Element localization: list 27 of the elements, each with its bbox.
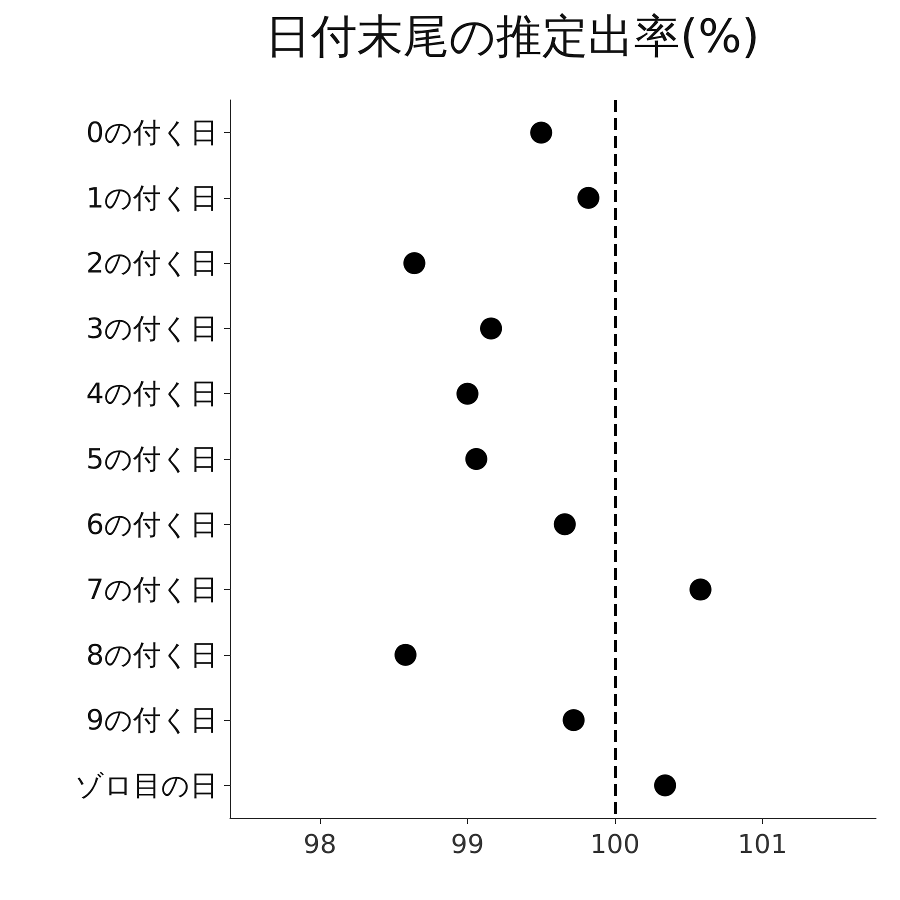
point — [394, 644, 417, 666]
chart-title: 日付末尾の推定出率(%) — [265, 9, 760, 63]
y-tick-label: 6の付く日 — [86, 508, 218, 541]
y-tick-label: 5の付く日 — [86, 442, 218, 476]
point — [690, 578, 712, 601]
point — [456, 382, 478, 405]
y-tick-label: ゾロ目の日 — [75, 768, 218, 802]
point — [654, 774, 676, 796]
x-tick-label: 101 — [738, 830, 788, 860]
point — [465, 448, 488, 470]
y-tick-label: 4の付く日 — [86, 377, 218, 410]
y-tick-label: 2の付く日 — [86, 246, 218, 280]
y-tick-label: 9の付く日 — [86, 704, 218, 737]
point — [530, 122, 552, 144]
point — [577, 186, 600, 209]
x-tick-label: 98 — [303, 830, 337, 860]
x-tick-label: 100 — [590, 830, 640, 860]
y-tick-label: 1の付く日 — [86, 181, 218, 214]
y-tick-label: 8の付く日 — [86, 638, 218, 672]
point — [562, 709, 585, 732]
x-tick-label: 99 — [450, 830, 484, 860]
y-tick-label: 3の付く日 — [86, 312, 218, 345]
point — [554, 513, 576, 536]
point — [403, 252, 426, 274]
y-tick-label: 0の付く日 — [86, 116, 218, 150]
point — [480, 317, 502, 340]
y-tick-label: 7の付く日 — [86, 573, 218, 606]
